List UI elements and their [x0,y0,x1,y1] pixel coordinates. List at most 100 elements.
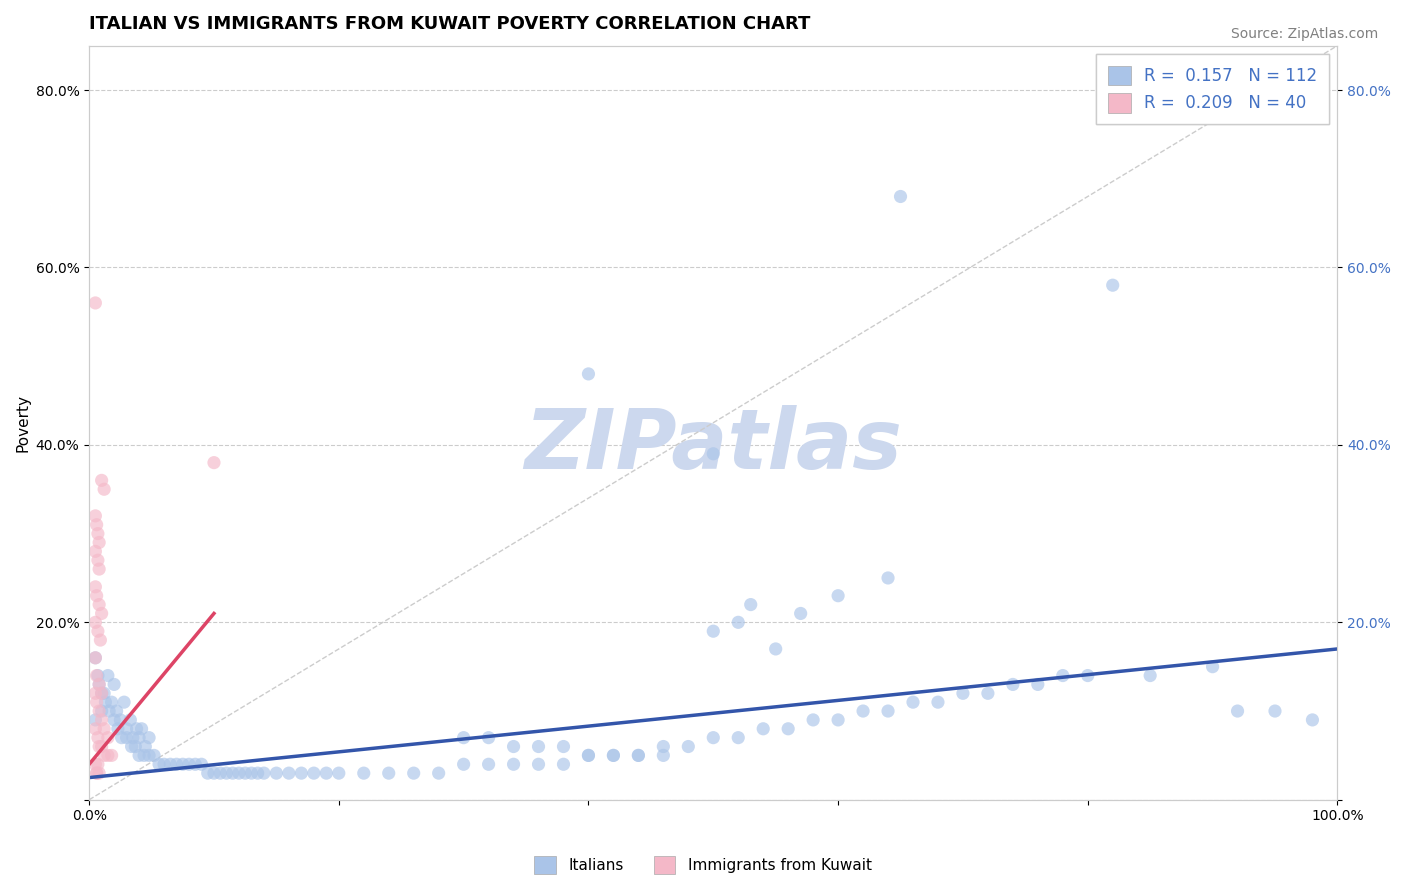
Point [86,589,108,603]
Point [1139,668,1161,682]
Point [478,757,501,772]
Point [977,686,1000,700]
Point [90,739,112,754]
Point [1264,704,1286,718]
Point [94,695,117,709]
Point [89,739,111,754]
Point [197,766,219,780]
Point [128,731,150,745]
Point [148,757,170,772]
Point [328,766,350,780]
Point [143,748,166,763]
Point [266,766,288,780]
Point [84,686,107,700]
Point [89,562,111,576]
Point [121,739,143,754]
Point [889,189,911,203]
Point [93,686,115,700]
Point [89,704,111,718]
Point [166,757,188,772]
Point [84,544,107,558]
Point [740,598,762,612]
Point [134,739,156,754]
Text: Source: ZipAtlas.com: Source: ZipAtlas.com [1230,27,1378,41]
Point [202,456,225,470]
Point [727,615,749,630]
Point [138,748,160,763]
Point [702,731,724,745]
Point [89,598,111,612]
Point [702,447,724,461]
Point [752,722,775,736]
Point [1077,668,1099,682]
Point [277,766,299,780]
Point [97,668,120,682]
Point [1201,659,1223,673]
Point [120,713,142,727]
Point [240,766,263,780]
Point [115,731,138,745]
Point [652,748,675,763]
Point [84,580,107,594]
Point [578,748,600,763]
Point [202,766,225,780]
Point [86,766,108,780]
Point [84,757,107,772]
Point [502,739,524,754]
Point [86,695,108,709]
Point [89,535,111,549]
Point [353,766,375,780]
Point [86,517,108,532]
Point [105,704,128,718]
Point [527,757,550,772]
Point [801,713,824,727]
Point [177,757,200,772]
Point [228,766,250,780]
Point [602,748,624,763]
Point [86,668,108,682]
Point [172,757,194,772]
Point [877,571,900,585]
Point [107,722,129,736]
Point [87,668,110,682]
Point [1226,704,1249,718]
Point [253,766,276,780]
Point [110,713,132,727]
Point [153,757,176,772]
Point [578,367,600,381]
Point [97,731,120,745]
Point [209,766,232,780]
Point [1301,713,1323,727]
Point [98,704,121,718]
Point [110,731,132,745]
Point [852,704,875,718]
Point [952,686,974,700]
Point [302,766,325,780]
Point [84,722,107,736]
Point [527,739,550,754]
Legend: R =  0.157   N = 112, R =  0.209   N = 40: R = 0.157 N = 112, R = 0.209 N = 40 [1095,54,1329,124]
Point [89,677,111,691]
Point [84,296,107,310]
Point [652,739,675,754]
Point [1026,677,1049,691]
Point [89,766,111,780]
Point [90,474,112,488]
Point [827,589,849,603]
Point [602,748,624,763]
Point [93,482,115,496]
Legend: Italians, Immigrants from Kuwait: Italians, Immigrants from Kuwait [529,850,877,880]
Point [132,748,155,763]
Point [90,704,112,718]
Point [315,766,337,780]
Point [678,739,700,754]
Point [453,757,475,772]
Point [727,731,749,745]
Point [927,695,949,709]
Point [90,713,112,727]
Point [90,686,112,700]
Point [290,766,312,780]
Point [121,731,143,745]
Point [184,757,207,772]
Point [502,757,524,772]
